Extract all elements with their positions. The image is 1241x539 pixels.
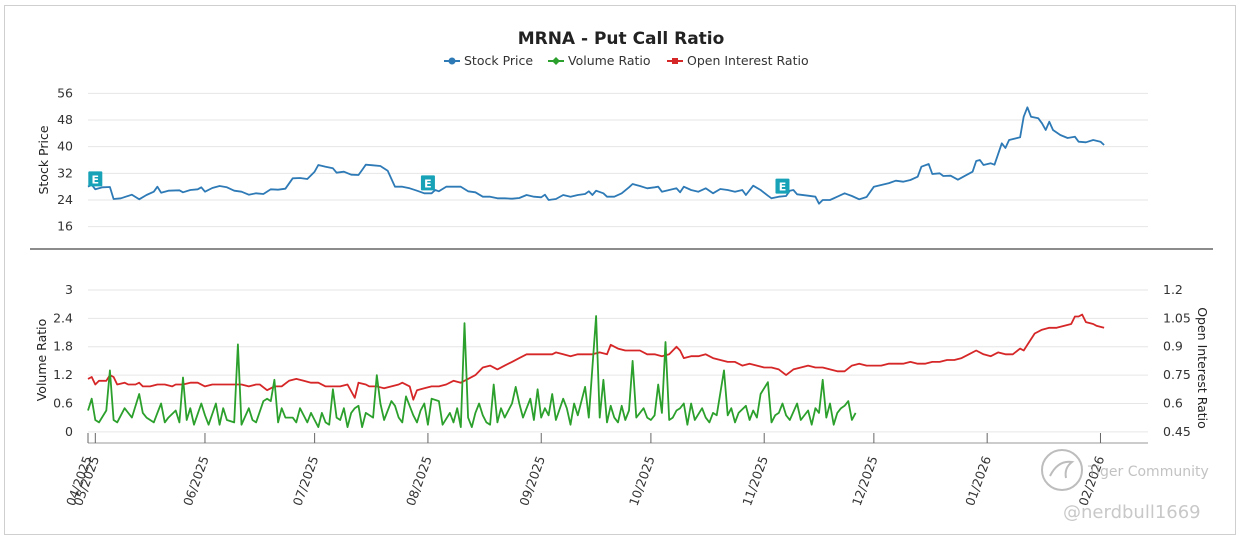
top-y-tick-label: 56	[57, 85, 73, 100]
open-interest-ratio-tick-label: 1.05	[1163, 310, 1191, 325]
volume-ratio-line	[87, 315, 857, 429]
earnings-marker-box	[775, 178, 790, 194]
top-y-tick-label: 40	[57, 139, 73, 154]
stock-price-line	[87, 106, 1105, 205]
x-tick-label: 10/2025	[626, 454, 658, 508]
top-y-axis-title: Stock Price	[36, 125, 51, 194]
chart-title: MRNA - Put Call Ratio	[518, 29, 725, 49]
open-interest-ratio-tick-label: 1.2	[1163, 282, 1183, 297]
x-tick-label: 11/2025	[739, 454, 771, 508]
top-y-tick-label: 32	[57, 165, 73, 180]
earnings-marker-label: E	[779, 181, 787, 194]
x-tick-label: 01/2026	[962, 454, 994, 508]
open-interest-ratio-tick-label: 0.75	[1163, 367, 1191, 382]
x-tick-label: 12/2025	[849, 454, 881, 508]
x-tick-label: 06/2025	[180, 454, 212, 508]
x-tick-label: 09/2025	[516, 454, 548, 508]
top-y-tick-label: 16	[57, 219, 73, 234]
earnings-marker-label: E	[92, 173, 100, 186]
legend-label-open-interest-ratio: Open Interest Ratio	[687, 53, 809, 68]
legend: Stock Price Volume Ratio Open Interest R…	[444, 53, 809, 68]
volume-ratio-tick-label: 1.8	[53, 339, 73, 354]
earnings-marker[interactable]: E	[775, 178, 790, 194]
legend-label-volume-ratio: Volume Ratio	[568, 53, 651, 68]
legend-marker-open-interest-ratio	[672, 58, 678, 64]
open-interest-ratio-axis-title: Open Interest Ratio	[1195, 307, 1210, 429]
watermark-brand: Tiger Community	[1087, 464, 1209, 480]
earnings-marker-box	[88, 171, 103, 187]
open-interest-ratio-tick-label: 0.6	[1163, 395, 1183, 410]
legend-item-open-interest-ratio[interactable]: Open Interest Ratio	[667, 53, 809, 68]
volume-ratio-tick-label: 0.6	[53, 395, 73, 410]
earnings-marker-box	[420, 175, 435, 191]
earnings-marker[interactable]: E	[88, 171, 103, 187]
top-y-tick-label: 24	[57, 192, 73, 207]
earnings-marker-label: E	[424, 177, 432, 190]
x-tick-label: 07/2025	[290, 454, 322, 508]
open-interest-ratio-line	[87, 313, 1105, 401]
legend-label-stock-price: Stock Price	[464, 53, 533, 68]
volume-ratio-tick-label: 2.4	[53, 310, 73, 325]
watermark: Tiger Community @nerdbull1669	[1041, 449, 1209, 523]
legend-marker-stock-price	[448, 57, 456, 65]
watermark-handle: @nerdbull1669	[1063, 502, 1201, 523]
volume-ratio-tick-label: 1.2	[53, 367, 73, 382]
volume-ratio-axis-title: Volume Ratio	[34, 319, 49, 402]
volume-ratio-tick-label: 3	[65, 282, 73, 297]
open-interest-ratio-tick-label: 0.45	[1163, 424, 1191, 439]
open-interest-ratio-tick-label: 0.9	[1163, 339, 1183, 354]
legend-item-stock-price[interactable]: Stock Price	[444, 53, 533, 68]
top-y-tick-label: 48	[57, 112, 73, 127]
earnings-marker[interactable]: E	[420, 175, 435, 191]
volume-ratio-tick-label: 0	[65, 424, 73, 439]
legend-marker-volume-ratio	[552, 57, 560, 65]
tiger-logo-icon	[1041, 449, 1083, 491]
legend-item-volume-ratio[interactable]: Volume Ratio	[548, 53, 651, 68]
x-tick-label: 08/2025	[403, 454, 435, 508]
